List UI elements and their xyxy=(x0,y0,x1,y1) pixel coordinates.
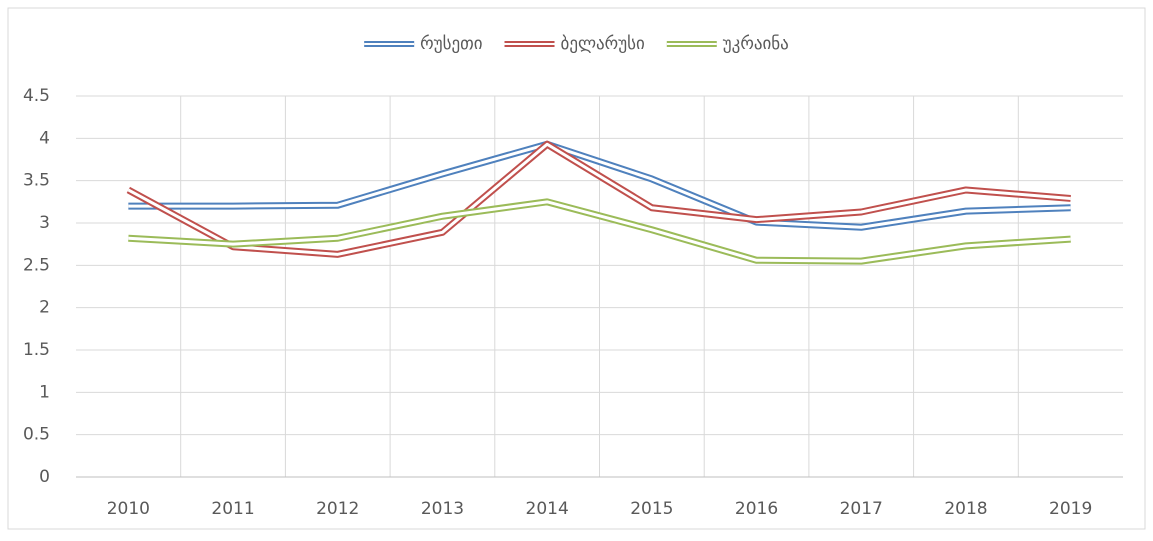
x-tick-label: 2012 xyxy=(316,499,359,519)
x-tick-label: 2017 xyxy=(840,499,883,519)
y-tick-label: 2.5 xyxy=(23,255,50,275)
series-line-inner xyxy=(128,142,1071,229)
y-tick-label: 0 xyxy=(39,467,50,487)
legend-label: უკრაინა xyxy=(723,34,789,54)
x-tick-label: 2019 xyxy=(1049,499,1092,519)
y-tick-label: 3 xyxy=(39,213,50,233)
y-tick-label: 3.5 xyxy=(23,171,50,191)
series-line-inner xyxy=(127,142,1071,256)
x-tick-label: 2014 xyxy=(526,499,569,519)
series-line-inner xyxy=(128,200,1071,263)
x-tick-label: 2018 xyxy=(944,499,987,519)
y-tick-label: 4.5 xyxy=(23,86,50,106)
legend-label: რუსეთი xyxy=(420,34,482,54)
legend-label: ბელარუსი xyxy=(561,34,645,54)
chart-border xyxy=(7,7,1146,530)
x-tick-label: 2016 xyxy=(735,499,778,519)
y-tick-label: 4 xyxy=(39,128,50,148)
x-tick-label: 2015 xyxy=(630,499,673,519)
x-tick-label: 2010 xyxy=(107,499,150,519)
y-tick-label: 0.5 xyxy=(23,425,50,445)
y-tick-label: 1 xyxy=(39,382,50,402)
y-tick-label: 1.5 xyxy=(23,340,50,360)
x-tick-label: 2013 xyxy=(421,499,464,519)
y-tick-label: 2 xyxy=(39,298,50,318)
x-tick-label: 2011 xyxy=(211,499,254,519)
